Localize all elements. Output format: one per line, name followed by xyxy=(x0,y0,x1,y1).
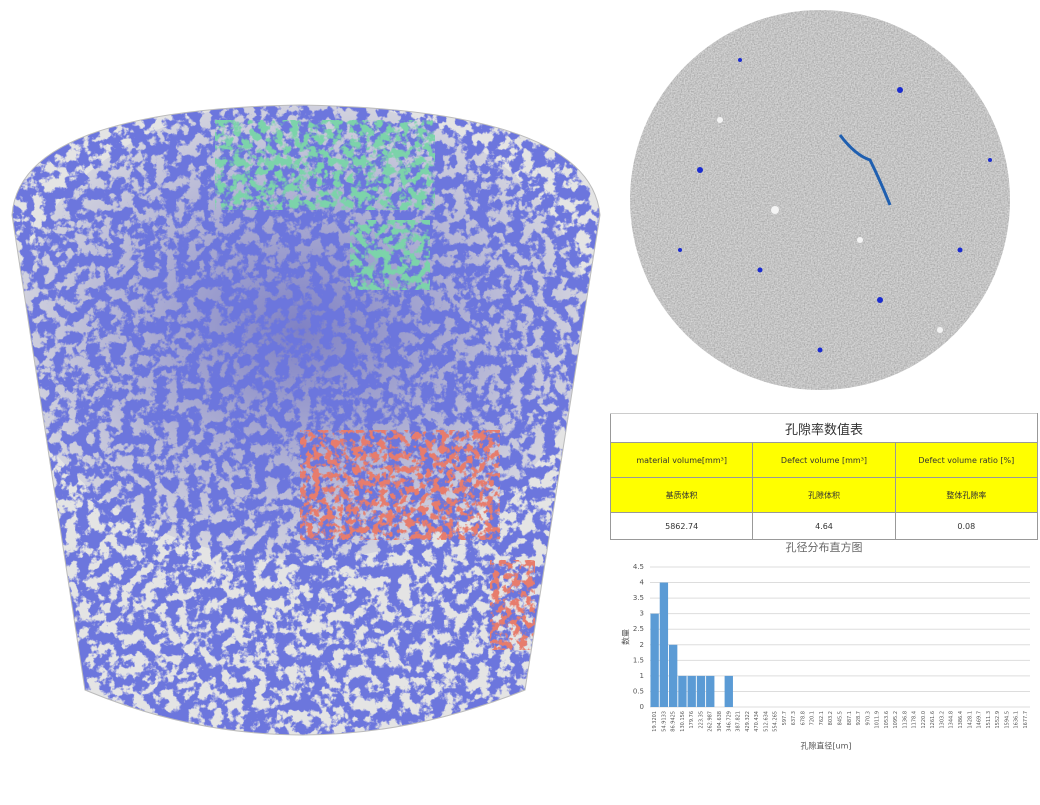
histogram: 孔径分布直方图 孔隙直径[um] 数量 0 0.5 1 1.5 2 2.5 3 3.5 4 4.5… xyxy=(621,540,1030,751)
x-tick-label: 130.156 xyxy=(680,711,686,732)
x-tick-label: 720.1 xyxy=(810,711,816,725)
bar xyxy=(678,675,687,707)
chart-title: 孔径分布直方图 xyxy=(786,540,863,554)
x-tick-label: 223.35 xyxy=(698,711,704,729)
x-tick-label: 803.2 xyxy=(828,711,834,725)
x-axis-title: 孔隙直径[um] xyxy=(800,741,851,751)
y-tick-label: 0.5 xyxy=(633,687,644,695)
x-tick-label: 637.3 xyxy=(791,711,797,725)
header-cell: material volume[mm³] xyxy=(609,442,754,478)
x-tick-label: 387.821 xyxy=(736,711,742,732)
x-tick-label: 1220.0 xyxy=(921,711,927,729)
x-tick-label: 928.7 xyxy=(856,711,862,725)
x-tick-label: 179.76 xyxy=(689,711,695,729)
x-tick-label: 1136.8 xyxy=(902,711,908,729)
x-tick-label: 1261.6 xyxy=(930,711,936,729)
bar xyxy=(706,675,715,707)
y-tick-label: 1 xyxy=(640,672,644,680)
bar xyxy=(687,675,696,707)
x-tick-label: 1677.7 xyxy=(1023,711,1029,729)
x-tick-label: 19.3201 xyxy=(652,711,658,732)
table-title: 孔隙率数值表 xyxy=(610,413,1038,443)
3d-render xyxy=(12,105,600,735)
x-tick-label: 1178.4 xyxy=(912,711,918,729)
cylinder-outline xyxy=(11,104,601,736)
x-tick-label: 346.729 xyxy=(726,711,732,732)
y-tick-label: 4.5 xyxy=(633,563,644,571)
x-tick-label: 512.634 xyxy=(763,711,769,732)
y-axis-title: 数量 xyxy=(621,629,631,645)
x-tick-label: 1428.1 xyxy=(967,711,973,729)
y-tick-label: 4 xyxy=(640,579,645,587)
x-tick-label: 1011.9 xyxy=(875,711,881,729)
x-tick-label: 470.434 xyxy=(754,711,760,732)
x-tick-label: 1303.2 xyxy=(939,711,945,729)
x-tick-label: 429.322 xyxy=(745,711,751,732)
y-tick-label: 2.5 xyxy=(633,625,644,633)
x-tick-label: 1469.7 xyxy=(977,711,983,729)
x-tick-label: 54.9133 xyxy=(661,711,667,732)
header-cell: Defect volume [mm³] xyxy=(752,442,896,478)
bar xyxy=(659,582,669,707)
bar xyxy=(696,675,706,707)
x-tick-label: 597.7 xyxy=(782,711,788,725)
ct-slice xyxy=(630,10,1010,390)
cell: 孔隙体积 xyxy=(752,477,896,513)
x-tick-label: 1511.3 xyxy=(986,711,992,729)
x-tick-label: 262.987 xyxy=(708,711,714,732)
x-tick-label: 887.1 xyxy=(847,711,853,725)
x-tick-label: 1095.2 xyxy=(893,711,899,729)
y-tick-label: 0 xyxy=(640,703,644,711)
porosity-table: 孔隙率数值表 material volume[mm³] Defect volume… xyxy=(609,413,1039,540)
x-tick-label: 554.265 xyxy=(773,711,779,732)
cell: 基质体积 xyxy=(609,477,754,513)
x-tick-label: 762.1 xyxy=(819,711,825,725)
bar xyxy=(724,675,733,707)
y-tick-label: 1.5 xyxy=(633,656,644,664)
y-tick-label: 3 xyxy=(640,610,644,618)
cell: 整体孔隙率 xyxy=(894,477,1039,513)
x-tick-label: 304.638 xyxy=(717,711,723,732)
cell: 4.64 xyxy=(752,512,896,540)
x-tick-label: 86.9425 xyxy=(671,711,677,732)
x-tick-label: 678.8 xyxy=(800,711,806,725)
bar xyxy=(650,613,659,707)
x-tick-label: 1552.9 xyxy=(995,711,1001,729)
x-tick-label: 845.5 xyxy=(838,711,844,725)
x-tick-label: 1053.6 xyxy=(884,711,890,729)
cell: 5862.74 xyxy=(609,512,754,540)
x-tick-label: 1594.5 xyxy=(1004,711,1010,729)
x-tick-label: 1386.4 xyxy=(958,711,964,729)
cell: 0.08 xyxy=(894,512,1039,540)
y-tick-label: 2 xyxy=(640,641,644,649)
header-cell: Defect volume ratio [%] xyxy=(894,442,1039,478)
x-tick-label: 1636.1 xyxy=(1014,711,1020,729)
y-tick-label: 3.5 xyxy=(633,594,644,602)
bar xyxy=(669,644,678,707)
x-tick-label: 1344.8 xyxy=(949,711,955,729)
x-tick-label: 970.3 xyxy=(865,711,871,725)
